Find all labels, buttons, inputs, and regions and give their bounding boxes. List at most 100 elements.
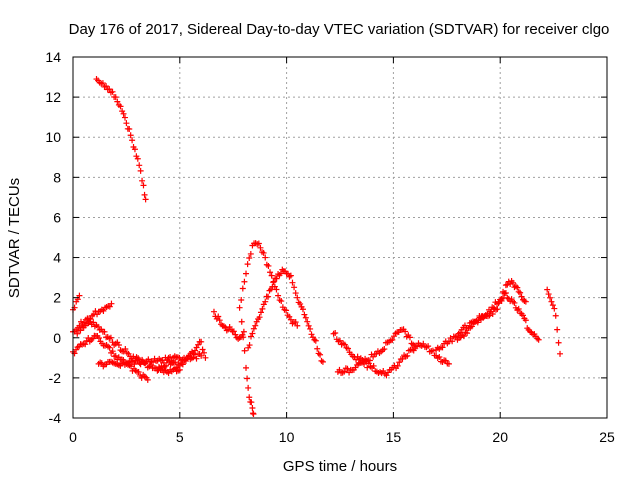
data-point: [248, 333, 254, 340]
data-point: [315, 350, 322, 357]
y-tick-label: -2: [49, 370, 62, 386]
data-point: [136, 162, 143, 169]
data-point: [76, 292, 83, 299]
data-point: [106, 303, 113, 310]
data-point: [444, 340, 451, 347]
data-point: [486, 312, 493, 319]
data-point: [248, 399, 255, 406]
data-point: [286, 313, 293, 320]
y-tick-label: 14: [45, 49, 61, 65]
axis-ticks: [72, 56, 608, 419]
data-point: [548, 298, 555, 305]
data-point: [510, 279, 517, 286]
data-point: [132, 367, 139, 374]
data-point: [521, 297, 528, 304]
data-point: [302, 314, 309, 321]
data-point: [384, 339, 391, 346]
data-point: [193, 355, 200, 362]
data-point: [425, 343, 432, 350]
data-point: [98, 360, 105, 367]
data-point: [273, 275, 280, 282]
data-point: [279, 304, 286, 311]
data-point: [305, 322, 312, 329]
series-arc-3-early: [70, 292, 83, 313]
data-point: [202, 354, 209, 361]
data-point: [297, 300, 304, 307]
data-point: [107, 334, 114, 341]
data-point: [292, 319, 299, 326]
data-point: [283, 307, 290, 314]
data-point: [115, 341, 122, 348]
data-point: [109, 88, 116, 95]
data-point: [318, 357, 325, 364]
series-arc-5-mid: [74, 318, 183, 377]
data-point: [123, 120, 130, 127]
series-arc-10-second: [245, 266, 326, 365]
data-point: [127, 363, 134, 370]
data-point: [244, 375, 251, 382]
data-point: [243, 270, 250, 277]
data-point: [245, 344, 252, 351]
data-point: [240, 328, 247, 335]
data-point: [123, 349, 130, 356]
data-point: [294, 294, 301, 301]
data-point: [468, 323, 475, 330]
data-point: [402, 328, 409, 335]
data-point: [246, 342, 253, 349]
y-axis-label: SDTVAR / TECUs: [6, 178, 23, 298]
data-point: [137, 167, 144, 174]
data-point: [431, 352, 438, 359]
data-point: [494, 306, 501, 313]
data-point: [545, 291, 552, 298]
data-point: [244, 261, 251, 268]
data-point: [418, 342, 425, 349]
data-point: [254, 241, 261, 248]
data-point: [265, 293, 272, 300]
series-arc-9-hump: [236, 240, 301, 329]
data-point: [101, 328, 108, 335]
data-point: [380, 367, 387, 374]
data-point: [511, 299, 518, 306]
data-point: [98, 80, 105, 87]
data-point: [507, 281, 514, 288]
data-point: [130, 144, 137, 151]
data-point: [216, 317, 223, 324]
data-point: [239, 331, 246, 338]
data-point: [230, 328, 237, 335]
x-tick-label: 20: [492, 429, 508, 445]
data-point: [137, 361, 144, 368]
data-point: [243, 364, 250, 371]
data-point: [172, 359, 179, 366]
data-point: [192, 347, 199, 354]
data-point: [267, 269, 274, 276]
data-point: [140, 182, 147, 189]
data-point: [534, 335, 541, 342]
tick-labels: 0 5 10 15 20 25 -4 -2 0 2 4 6 8 10 12 14: [45, 49, 615, 445]
data-point: [265, 262, 272, 269]
data-point: [336, 366, 343, 373]
x-tick-label: 5: [176, 429, 184, 445]
data-point: [127, 132, 134, 139]
data-point: [278, 298, 285, 305]
data-point: [98, 326, 105, 333]
data-point: [410, 341, 417, 348]
data-point: [94, 311, 101, 318]
x-tick-label: 0: [69, 429, 77, 445]
data-point: [489, 310, 496, 317]
data-point: [502, 290, 509, 297]
data-point: [109, 348, 116, 355]
data-point: [429, 347, 436, 354]
data-point: [253, 318, 260, 325]
data-point: [176, 354, 183, 361]
data-point: [286, 273, 293, 280]
data-point: [312, 337, 319, 344]
data-point: [344, 365, 351, 372]
data-point: [201, 349, 208, 356]
data-point: [270, 278, 277, 285]
data-point: [552, 312, 559, 319]
data-point: [141, 191, 148, 198]
data-point: [366, 357, 373, 364]
data-point: [120, 110, 127, 117]
data-point: [150, 359, 157, 366]
data-point: [167, 354, 174, 361]
